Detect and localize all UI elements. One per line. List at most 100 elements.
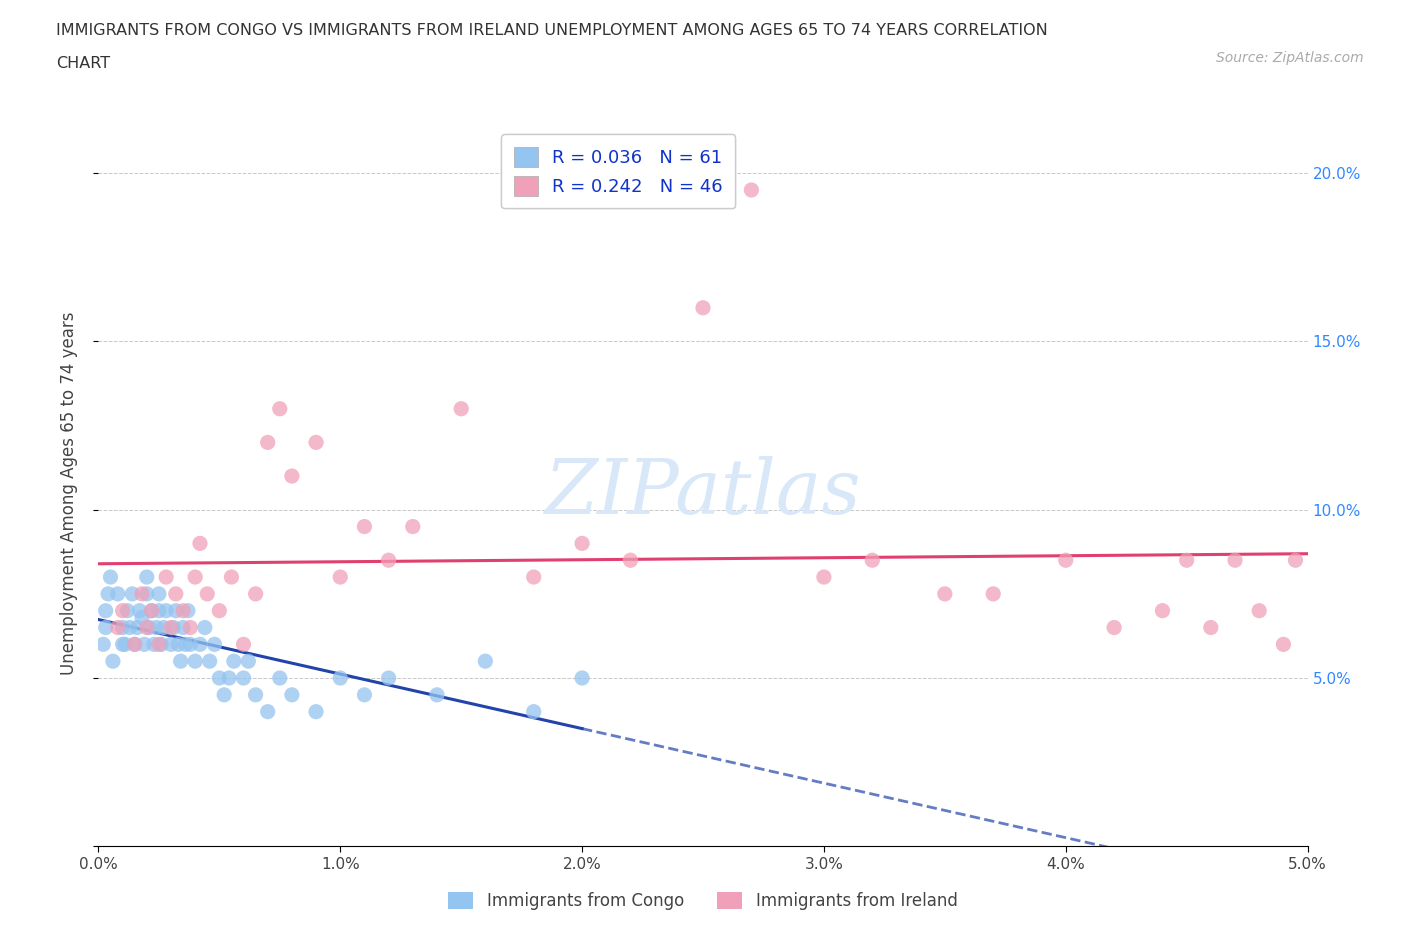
Point <box>174 637 197 652</box>
Point <box>353 687 375 702</box>
Point <box>97 587 120 602</box>
Point <box>124 637 146 652</box>
Point <box>619 552 641 567</box>
Point <box>150 637 173 652</box>
Point <box>981 587 1004 602</box>
Point <box>474 654 496 669</box>
Point <box>160 637 183 652</box>
Point <box>165 587 187 602</box>
Point <box>281 687 304 702</box>
Point <box>692 300 714 315</box>
Point <box>155 604 177 618</box>
Point <box>1284 552 1306 567</box>
Text: CHART: CHART <box>56 56 110 71</box>
Point <box>1272 637 1295 652</box>
Text: IMMIGRANTS FROM CONGO VS IMMIGRANTS FROM IRELAND UNEMPLOYMENT AMONG AGES 65 TO 7: IMMIGRANTS FROM CONGO VS IMMIGRANTS FROM… <box>56 23 1047 38</box>
Point <box>523 704 546 719</box>
Point <box>1223 552 1246 567</box>
Point <box>179 620 201 635</box>
Point <box>179 637 201 652</box>
Point <box>221 569 243 584</box>
Point <box>94 604 117 618</box>
Point <box>860 552 883 567</box>
Point <box>523 569 546 584</box>
Point <box>571 536 593 551</box>
Point <box>118 620 141 635</box>
Legend: Immigrants from Congo, Immigrants from Ireland: Immigrants from Congo, Immigrants from I… <box>441 885 965 917</box>
Point <box>141 604 163 618</box>
Point <box>101 654 124 669</box>
Point <box>212 687 235 702</box>
Point <box>934 587 956 602</box>
Point <box>256 435 278 450</box>
Point <box>238 654 260 669</box>
Point <box>100 569 122 584</box>
Point <box>148 604 170 618</box>
Point <box>188 536 211 551</box>
Point <box>194 620 217 635</box>
Point <box>1249 604 1271 618</box>
Point <box>155 569 177 584</box>
Point <box>222 654 245 669</box>
Point <box>162 620 184 635</box>
Point <box>1152 604 1174 618</box>
Point <box>208 671 231 685</box>
Point <box>329 569 352 584</box>
Point <box>134 637 156 652</box>
Point <box>329 671 352 685</box>
Point <box>94 620 117 635</box>
Point <box>135 620 157 635</box>
Point <box>124 637 146 652</box>
Point <box>152 620 174 635</box>
Point <box>426 687 449 702</box>
Point <box>172 620 194 635</box>
Point <box>450 402 472 417</box>
Point <box>114 637 136 652</box>
Point <box>188 637 211 652</box>
Point <box>111 604 134 618</box>
Point <box>121 587 143 602</box>
Point <box>143 637 166 652</box>
Point <box>204 637 226 652</box>
Point <box>165 604 187 618</box>
Point <box>195 587 218 602</box>
Point <box>128 604 150 618</box>
Point <box>402 519 425 534</box>
Point <box>117 604 139 618</box>
Point <box>138 620 160 635</box>
Point <box>377 552 399 567</box>
Text: ZIPatlas: ZIPatlas <box>544 456 862 530</box>
Point <box>127 620 149 635</box>
Point <box>232 637 254 652</box>
Point <box>184 569 207 584</box>
Point <box>1102 620 1125 635</box>
Point <box>1054 552 1077 567</box>
Point <box>160 620 183 635</box>
Point <box>281 469 304 484</box>
Point <box>232 671 254 685</box>
Point <box>1175 552 1198 567</box>
Point <box>256 704 278 719</box>
Point <box>135 587 157 602</box>
Y-axis label: Unemployment Among Ages 65 to 74 years: Unemployment Among Ages 65 to 74 years <box>59 312 77 674</box>
Point <box>111 637 134 652</box>
Point <box>218 671 240 685</box>
Point <box>148 587 170 602</box>
Point <box>91 637 114 652</box>
Point <box>1199 620 1222 635</box>
Point <box>172 604 194 618</box>
Point <box>813 569 835 584</box>
Point <box>269 402 291 417</box>
Point <box>169 654 191 669</box>
Point <box>198 654 221 669</box>
Point <box>131 610 153 625</box>
Point <box>177 604 200 618</box>
Point <box>184 654 207 669</box>
Point <box>107 587 129 602</box>
Point <box>141 604 163 618</box>
Point <box>107 620 129 635</box>
Point <box>245 687 267 702</box>
Point <box>111 620 134 635</box>
Point <box>269 671 291 685</box>
Point <box>353 519 375 534</box>
